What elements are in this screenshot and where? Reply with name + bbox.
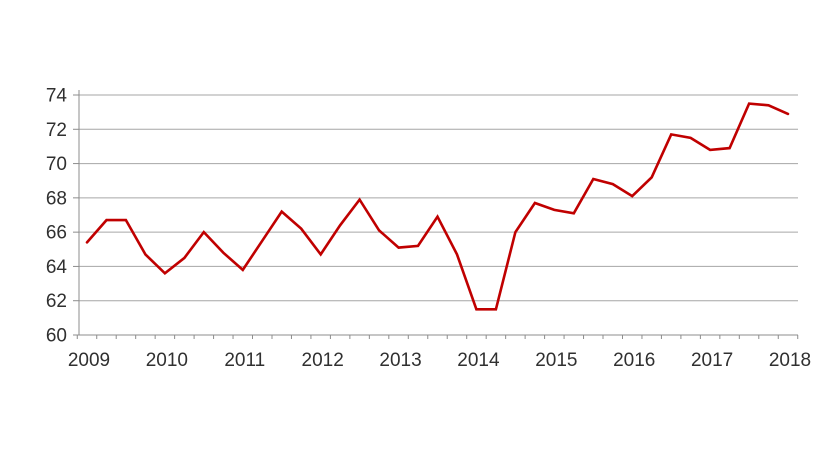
y-axis-label: 62 — [46, 291, 67, 312]
y-axis-label: 70 — [46, 154, 67, 175]
x-axis-label: 2010 — [146, 350, 188, 371]
y-axis-label: 74 — [46, 86, 68, 107]
y-axis-label: 64 — [46, 257, 68, 278]
x-axis-label: 2013 — [379, 350, 421, 371]
x-axis-label: 2012 — [302, 350, 344, 371]
x-axis-label: 2009 — [68, 350, 110, 371]
x-axis-label: 2017 — [691, 350, 733, 371]
y-axis-label: 66 — [46, 223, 67, 244]
y-axis-label: 72 — [46, 120, 67, 141]
data-series-line — [85, 102, 790, 311]
x-axis-label: 2015 — [535, 350, 577, 371]
y-axis-label: 60 — [46, 326, 67, 347]
x-axis-label: 2011 — [224, 350, 265, 371]
x-axis-label: 2016 — [613, 350, 655, 371]
x-axis-label: 2014 — [457, 350, 500, 371]
y-axis-label: 68 — [46, 188, 67, 209]
x-axis-label: 2018 — [769, 350, 811, 371]
